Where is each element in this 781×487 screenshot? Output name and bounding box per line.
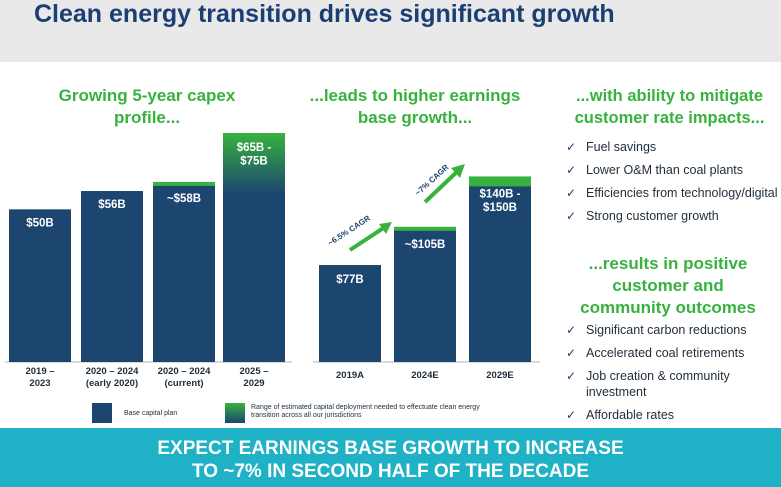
capex-bar-base (223, 163, 285, 362)
legend-swatch-base (92, 403, 112, 423)
capex-category-label: 2019 –2023 (25, 366, 54, 389)
earnings-heading: ...leads to higher earnings base growth.… (309, 86, 521, 127)
mitigate-bullet-item-label: Fuel savings (586, 140, 657, 154)
outcomes-heading: ...results in positive customer and comm… (580, 254, 756, 317)
mitigate-bullet-list: ✓ Fuel savings ✓ Lower O&M than coal plants… (566, 139, 781, 231)
capex-data-label: $65B -$75B (237, 142, 272, 168)
checkmark-icon: ✓ (566, 408, 577, 422)
cagr-arrow-2 (423, 167, 462, 204)
capex-category-label: 2025 –2029 (239, 366, 268, 389)
checkmark-icon: ✓ (566, 140, 577, 154)
earnings-bar (394, 229, 456, 362)
earnings-banner: EXPECT EARNINGS BASE GROWTH TO INCREASE … (0, 428, 781, 487)
outcome-bullet-item: ✓ Accelerated coal retirements (566, 345, 781, 361)
earnings-category-label: 2029E (486, 370, 513, 381)
checkmark-icon: ✓ (566, 346, 577, 360)
cagr-arrow-1 (348, 223, 390, 252)
banner-line-1: EXPECT EARNINGS BASE GROWTH TO INCREASE (157, 438, 624, 459)
mitigate-bullet-item-label: Lower O&M than coal plants (586, 163, 744, 177)
mitigate-bullet-item: ✓ Strong customer growth (566, 208, 781, 224)
legend-label-range: Range of estimated capital deployment ne… (251, 404, 480, 419)
outcome-bullet-item-label: Job creation & community investment (586, 369, 730, 399)
earnings-bar (469, 179, 531, 362)
mitigate-heading: ...with ability to mitigate customer rat… (574, 87, 765, 127)
banner-line-2: TO ~7% IN SECOND HALF OF THE DECADE (191, 461, 590, 482)
outcome-bullet-item-label: Affordable rates (586, 408, 675, 422)
capex-bar-base (153, 184, 215, 362)
cagr-arrowhead-1 (379, 222, 392, 234)
earnings-bar-accent (469, 176, 531, 187)
mitigate-bullet-item: ✓ Efficiencies from technology/digital (566, 185, 781, 201)
earnings-data-label: $77B (336, 274, 364, 286)
outcome-bullet-item-label: Accelerated coal retirements (586, 346, 745, 360)
capex-data-label: ~$58B (167, 193, 201, 205)
mitigate-bullet-item-label: Efficiencies from technology/digital (586, 186, 778, 200)
checkmark-icon: ✓ (566, 186, 577, 200)
legend-label-base: Base capital plan (124, 410, 178, 417)
earnings-data-label: ~$105B (405, 239, 446, 251)
page-title: Clean energy transition drives significa… (34, 0, 615, 28)
earnings-category-label: 2019A (336, 370, 364, 381)
earnings-bar (319, 265, 381, 362)
cagr-arrowhead-2 (451, 164, 465, 178)
cagr-annotation: ~6.5% CAGR (326, 213, 372, 247)
outcome-bullet-item-label: Significant carbon reductions (586, 323, 747, 337)
legend-swatch-range (225, 403, 245, 423)
title-bar: Clean energy transition drives significa… (0, 0, 781, 62)
earnings-data-label: $140B -$150B (480, 188, 521, 214)
checkmark-icon: ✓ (566, 163, 577, 177)
outcome-bullet-item: ✓ Significant carbon reductions (566, 322, 781, 338)
checkmark-icon: ✓ (566, 209, 577, 223)
capex-data-label: $56B (98, 199, 126, 211)
checkmark-icon: ✓ (566, 323, 577, 337)
capex-bar-base (9, 209, 71, 362)
outcome-bullet-item: ✓ Affordable rates (566, 407, 781, 423)
outcome-bullet-item: ✓ Job creation & community investment (566, 368, 781, 400)
capex-data-label: $50B (26, 217, 54, 229)
earnings-bar-accent (394, 226, 456, 231)
checkmark-icon: ✓ (566, 369, 577, 383)
capex-category-label: 2020 – 2024 (early 2020) (86, 366, 140, 389)
capex-bar-base (81, 191, 143, 362)
capex-bar-range (223, 133, 285, 194)
mitigate-bullet-item: ✓ Fuel savings (566, 139, 781, 155)
capex-bar-accent (153, 181, 215, 186)
mitigate-bullet-item-label: Strong customer growth (586, 209, 719, 223)
capex-heading: Growing 5-year capex profile... (58, 86, 236, 127)
cagr-annotation: ~7% CAGR (413, 163, 450, 198)
mitigate-bullet-item: ✓ Lower O&M than coal plants (566, 162, 781, 178)
capex-category-label: 2020 – 2024 (current) (158, 366, 212, 389)
earnings-category-label: 2024E (411, 370, 438, 381)
outcome-bullet-list: ✓ Significant carbon reductions ✓ Accelerat… (566, 322, 781, 430)
